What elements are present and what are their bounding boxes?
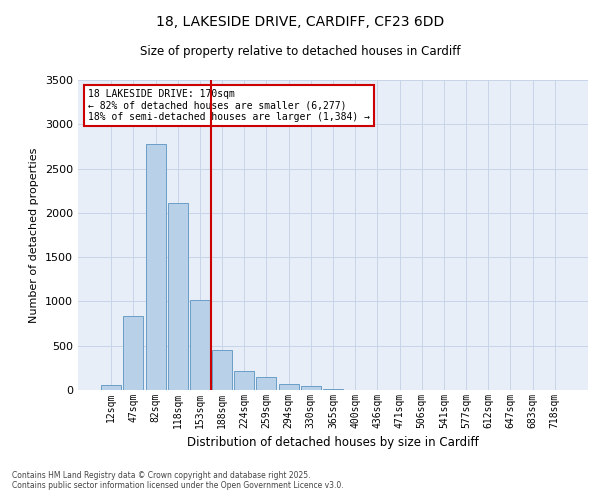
- Bar: [101, 384, 121, 390]
- Text: 18 LAKESIDE DRIVE: 170sqm
← 82% of detached houses are smaller (6,277)
18% of se: 18 LAKESIDE DRIVE: 170sqm ← 82% of detac…: [88, 90, 370, 122]
- Bar: [146, 144, 166, 390]
- Text: Contains public sector information licensed under the Open Government Licence v3: Contains public sector information licen…: [12, 480, 344, 490]
- Bar: [234, 372, 254, 390]
- X-axis label: Distribution of detached houses by size in Cardiff: Distribution of detached houses by size …: [187, 436, 479, 450]
- Bar: [190, 300, 210, 390]
- Text: Size of property relative to detached houses in Cardiff: Size of property relative to detached ho…: [140, 45, 460, 58]
- Bar: [168, 203, 188, 390]
- Bar: [278, 384, 299, 390]
- Bar: [323, 388, 343, 390]
- Bar: [301, 386, 321, 390]
- Bar: [212, 350, 232, 390]
- Bar: [256, 377, 277, 390]
- Bar: [124, 316, 143, 390]
- Y-axis label: Number of detached properties: Number of detached properties: [29, 148, 40, 322]
- Text: Contains HM Land Registry data © Crown copyright and database right 2025.: Contains HM Land Registry data © Crown c…: [12, 470, 311, 480]
- Text: 18, LAKESIDE DRIVE, CARDIFF, CF23 6DD: 18, LAKESIDE DRIVE, CARDIFF, CF23 6DD: [156, 15, 444, 29]
